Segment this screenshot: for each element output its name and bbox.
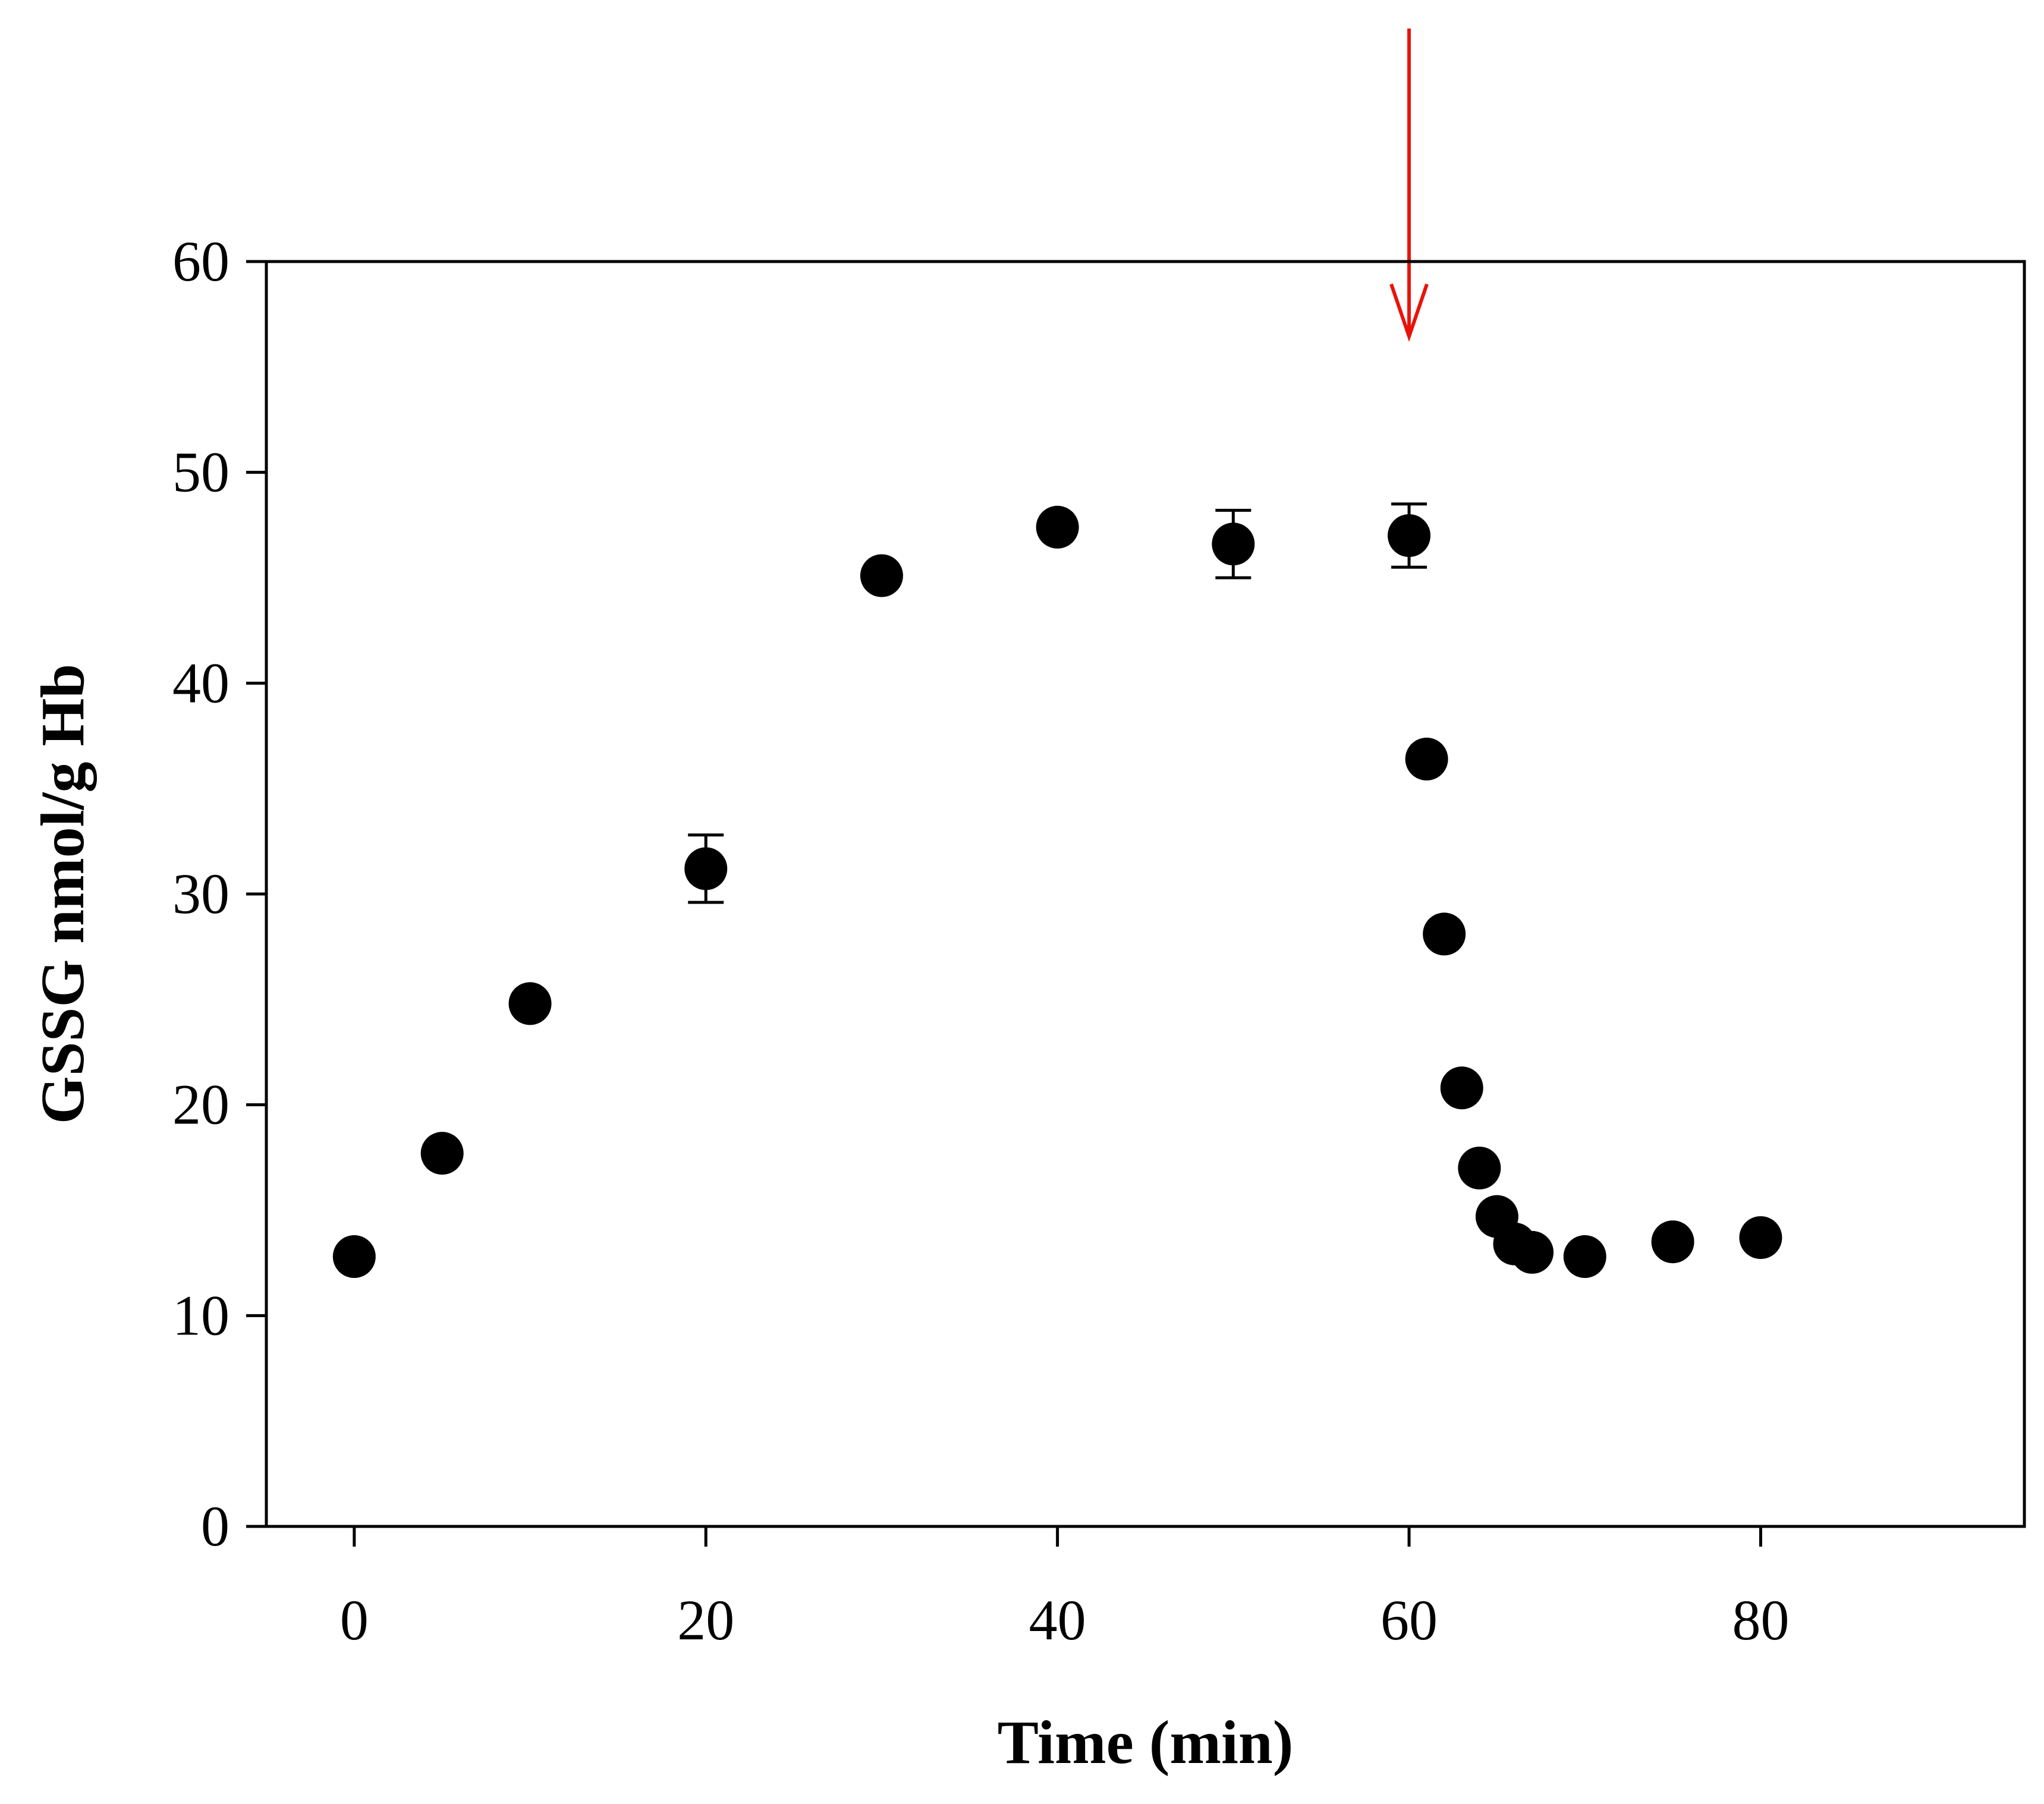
x-tick-label: 20 [677,1588,734,1652]
data-point [1651,1220,1694,1264]
y-tick-label: 40 [172,651,229,714]
x-tick-label: 0 [340,1588,369,1652]
y-tick-label: 30 [172,862,229,925]
y-tick-label: 20 [172,1073,229,1136]
data-point [508,982,552,1025]
y-tick-label: 10 [172,1283,229,1347]
annotations [1389,29,1429,342]
data-points [332,505,1782,1279]
data-point [420,1132,464,1175]
y-tick-label: 50 [172,440,229,504]
y-axis: 0 10 20 30 40 50 60 [172,229,266,1558]
x-axis: 0 20 40 60 80 [340,1526,1789,1652]
x-tick-label: 40 [1029,1588,1086,1652]
data-point [1036,505,1079,549]
data-point [1423,912,1466,956]
arrow-head [1389,284,1429,342]
x-axis-title: Time (min) [998,1708,1294,1777]
plot-frame [265,260,2026,1528]
data-point [332,1235,376,1279]
data-point [860,554,903,597]
y-tick-label: 60 [172,229,229,293]
y-tick-label: 0 [201,1494,229,1558]
data-point [1388,514,1431,558]
data-point [1458,1147,1501,1190]
error-bars [688,502,1427,904]
y-axis-title: GSSG nmol/g Hb [29,664,97,1124]
data-point [684,847,728,890]
data-point [1739,1216,1782,1260]
data-point [1212,522,1255,566]
data-point [1440,1066,1483,1110]
data-point [1563,1235,1606,1279]
data-point [1511,1230,1554,1274]
x-tick-label: 80 [1732,1588,1789,1652]
x-tick-label: 60 [1381,1588,1438,1652]
data-point [1405,738,1448,781]
